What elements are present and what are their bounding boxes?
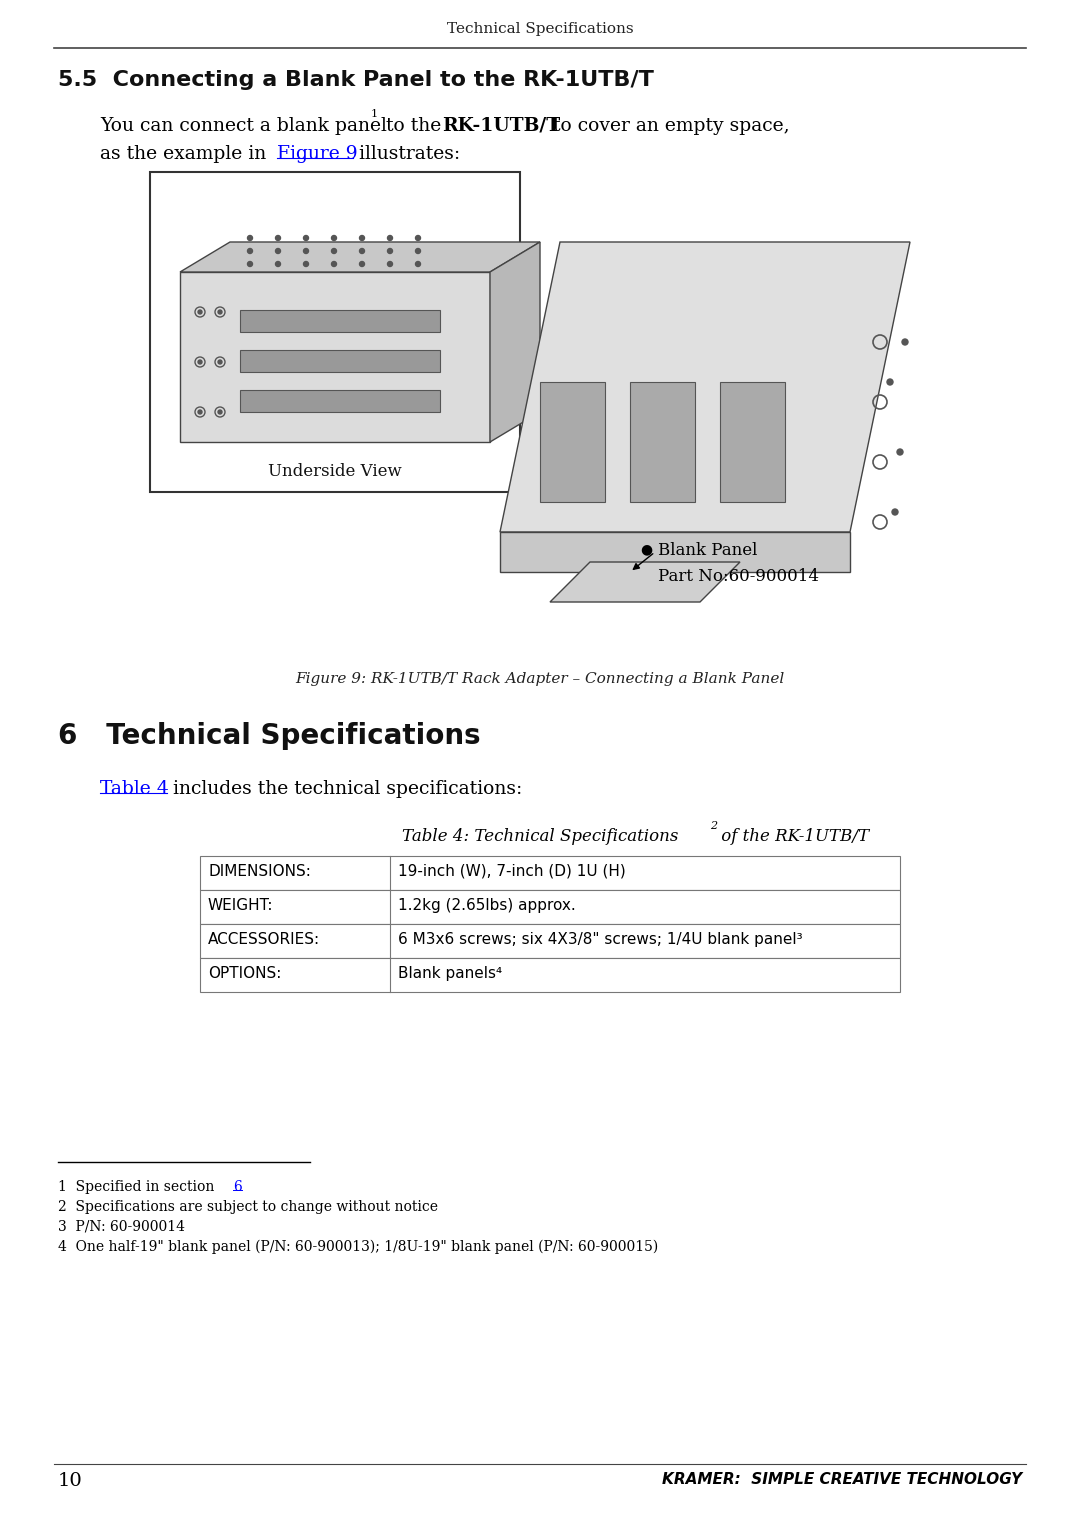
Circle shape [332, 236, 337, 241]
Bar [240, 309, 440, 332]
Circle shape [303, 236, 309, 241]
Text: Blank Panel: Blank Panel [658, 542, 757, 559]
Bar [200, 856, 900, 890]
Circle shape [887, 378, 893, 385]
Bar [200, 958, 900, 993]
Polygon shape [180, 242, 540, 273]
Polygon shape [500, 532, 850, 571]
Polygon shape [550, 562, 740, 602]
Text: 5.5  Connecting a Blank Panel to the RK-1UTB/T: 5.5 Connecting a Blank Panel to the RK-1… [58, 70, 653, 90]
Text: RK-1UTB/T: RK-1UTB/T [442, 116, 561, 135]
Text: includes the technical specifications:: includes the technical specifications: [167, 780, 523, 798]
Bar [150, 172, 519, 492]
Polygon shape [500, 242, 910, 532]
Circle shape [218, 360, 222, 365]
Circle shape [218, 309, 222, 314]
Circle shape [332, 262, 337, 267]
Bar [720, 381, 785, 502]
Circle shape [332, 248, 337, 253]
Text: Table 4: Table 4 [100, 780, 168, 798]
Bar [200, 890, 900, 924]
Circle shape [198, 309, 202, 314]
Circle shape [388, 262, 392, 267]
Text: Blank panels⁴: Blank panels⁴ [399, 967, 502, 980]
Text: Figure 9: Figure 9 [276, 146, 357, 162]
Circle shape [198, 360, 202, 365]
Text: to the: to the [380, 116, 447, 135]
Text: 19-inch (W), 7-inch (D) 1U (H): 19-inch (W), 7-inch (D) 1U (H) [399, 864, 625, 879]
Circle shape [416, 248, 420, 253]
Text: 6   Technical Specifications: 6 Technical Specifications [58, 722, 481, 751]
Text: Underside View: Underside View [268, 463, 402, 480]
Circle shape [897, 449, 903, 455]
Text: 10: 10 [58, 1472, 83, 1491]
Text: Figure 9: RK-1UTB/T Rack Adapter – Connecting a Blank Panel: Figure 9: RK-1UTB/T Rack Adapter – Conne… [295, 673, 785, 686]
Text: Part No:60-900014: Part No:60-900014 [658, 568, 819, 585]
Circle shape [275, 262, 281, 267]
Text: 6 M3x6 screws; six 4X3/8" screws; 1/4U blank panel³: 6 M3x6 screws; six 4X3/8" screws; 1/4U b… [399, 931, 802, 947]
Text: 3  P/N: 60-900014: 3 P/N: 60-900014 [58, 1219, 185, 1233]
Polygon shape [490, 242, 540, 443]
Circle shape [388, 248, 392, 253]
Bar [240, 391, 440, 412]
Text: You can connect a blank panel: You can connect a blank panel [100, 116, 387, 135]
Text: KRAMER:  SIMPLE CREATIVE TECHNOLOGY: KRAMER: SIMPLE CREATIVE TECHNOLOGY [662, 1472, 1022, 1488]
Text: DIMENSIONS:: DIMENSIONS: [208, 864, 311, 879]
Circle shape [303, 248, 309, 253]
Text: 6: 6 [233, 1180, 242, 1193]
Circle shape [416, 262, 420, 267]
Text: illustrates:: illustrates: [353, 146, 460, 162]
Bar [180, 273, 490, 443]
Text: Technical Specifications: Technical Specifications [447, 21, 633, 35]
Text: 2  Specifications are subject to change without notice: 2 Specifications are subject to change w… [58, 1200, 438, 1213]
Circle shape [303, 262, 309, 267]
Text: WEIGHT:: WEIGHT: [208, 898, 273, 913]
Text: 1.2kg (2.65lbs) approx.: 1.2kg (2.65lbs) approx. [399, 898, 576, 913]
Circle shape [892, 509, 897, 515]
Circle shape [247, 262, 253, 267]
Circle shape [218, 411, 222, 414]
Circle shape [416, 236, 420, 241]
Text: OPTIONS:: OPTIONS: [208, 967, 282, 980]
Bar [200, 924, 900, 958]
Text: 2: 2 [710, 821, 717, 830]
Bar [630, 381, 696, 502]
Circle shape [360, 248, 365, 253]
Text: ACCESSORIES:: ACCESSORIES: [208, 931, 320, 947]
Circle shape [360, 262, 365, 267]
Circle shape [247, 248, 253, 253]
Circle shape [388, 236, 392, 241]
Text: ●: ● [640, 542, 652, 556]
Text: as the example in: as the example in [100, 146, 272, 162]
Text: 1: 1 [372, 109, 378, 119]
Circle shape [360, 236, 365, 241]
Circle shape [247, 236, 253, 241]
Text: 1  Specified in section: 1 Specified in section [58, 1180, 219, 1193]
Circle shape [275, 248, 281, 253]
Text: to cover an empty space,: to cover an empty space, [546, 116, 789, 135]
Text: of the RK-1UTB/T: of the RK-1UTB/T [716, 827, 869, 846]
Bar [540, 381, 605, 502]
Circle shape [198, 411, 202, 414]
Bar [240, 349, 440, 372]
Circle shape [902, 339, 908, 345]
Text: 4  One half-19" blank panel (P/N: 60-900013); 1/8U-19" blank panel (P/N: 60-9000: 4 One half-19" blank panel (P/N: 60-9000… [58, 1239, 658, 1255]
Text: Table 4: Technical Specifications: Table 4: Technical Specifications [402, 827, 678, 846]
Circle shape [275, 236, 281, 241]
